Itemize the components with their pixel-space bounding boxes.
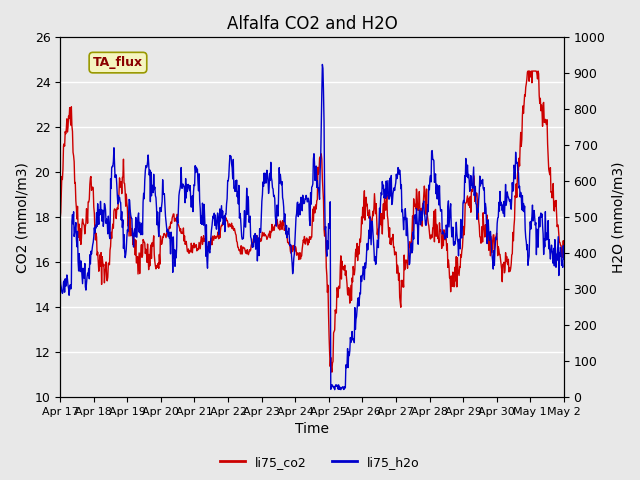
Y-axis label: H2O (mmol/m3): H2O (mmol/m3) (611, 161, 625, 273)
X-axis label: Time: Time (295, 422, 329, 436)
Text: TA_flux: TA_flux (93, 56, 143, 69)
Y-axis label: CO2 (mmol/m3): CO2 (mmol/m3) (15, 162, 29, 273)
Title: Alfalfa CO2 and H2O: Alfalfa CO2 and H2O (227, 15, 397, 33)
Legend: li75_co2, li75_h2o: li75_co2, li75_h2o (215, 451, 425, 474)
